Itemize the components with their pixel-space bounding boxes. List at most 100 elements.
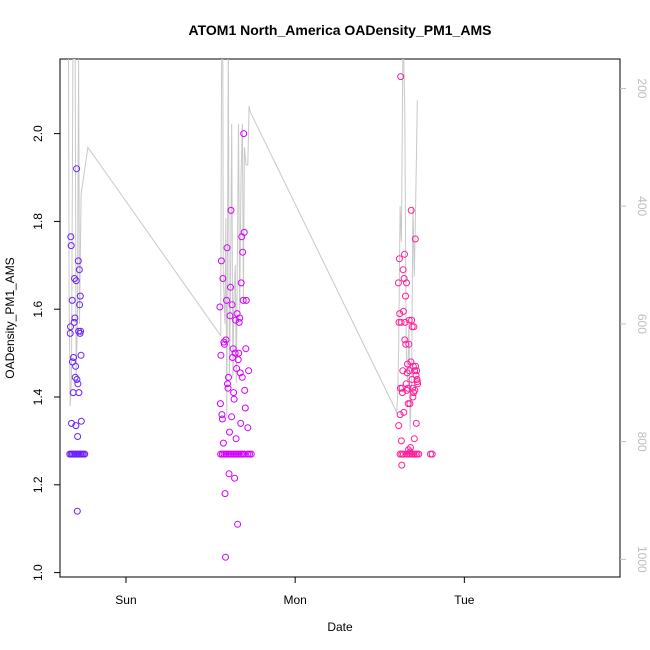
x-tick-label: Tue [454,593,475,607]
data-point [71,275,78,282]
data-point [231,474,239,482]
data-point [394,279,402,287]
data-point [400,408,408,416]
data-point [412,371,420,379]
data-point [70,354,77,361]
data-point [242,345,250,353]
x-tick-label: Mon [283,593,306,607]
data-point [405,446,412,454]
data-point [240,450,248,458]
data-point [397,318,405,326]
data-point [412,362,420,370]
data-point [76,301,84,309]
data-point [402,292,409,300]
data-point [413,367,421,375]
data-point [225,373,232,381]
data-point [404,384,412,392]
data-point [402,340,410,348]
data-point [219,275,227,282]
data-point [77,351,85,359]
x-axis-label: Date [327,620,353,634]
y2-tick-label: 400 [635,196,649,216]
data-point [67,242,75,250]
data-point [241,386,249,394]
data-point [77,327,85,335]
data-point [242,296,250,304]
data-point [74,380,82,388]
data-point [395,422,403,430]
data-point [237,279,245,287]
y-tick-label: 1.4 [31,388,45,405]
data-point [228,413,236,421]
data-point [406,448,414,456]
data-point [70,318,78,326]
y-tick-label: 2.0 [31,125,45,142]
data-point [402,380,410,388]
data-point [409,362,417,370]
data-point [229,345,237,353]
data-point [406,367,413,375]
data-point [397,73,405,81]
data-point [247,450,255,458]
data-point [226,428,233,436]
data-point [398,461,406,469]
data-point [239,296,247,304]
data-point [67,323,74,331]
y-tick-label: 1.6 [31,301,45,318]
data-point [81,450,89,458]
data-point [68,296,76,304]
data-point [235,349,243,357]
data-point [216,303,224,311]
data-point [226,312,234,320]
data-point [74,257,82,265]
data-point [411,367,419,375]
data-point [74,433,82,440]
data-point [216,400,224,408]
y2-axis: 200 400 600 800 1000 [620,78,649,573]
data-point [415,450,423,458]
data-point [405,316,413,324]
data-point [71,373,79,381]
data-point [230,389,238,397]
data-point [411,386,419,394]
data-point [230,395,238,403]
y-tick-label: 1.2 [31,476,45,493]
data-point [223,296,230,304]
y2-tick-label: 800 [635,432,649,452]
data-point [77,417,85,425]
data-point [396,310,404,318]
chart-title: ATOM1 North_America OADensity_PM1_AMS [189,22,492,38]
data-point [232,435,240,443]
data-point [409,393,417,401]
data-point [401,318,409,326]
data-point [223,244,231,252]
data-point [238,373,246,381]
data-point [225,470,233,478]
y-axis-label: OADensity_PM1_AMS [3,257,17,378]
data-point [403,369,411,377]
y-axis: 1.0 1.2 1.4 1.6 1.8 2.0 [31,125,60,581]
data-point [227,283,234,291]
data-point [414,380,422,388]
data-point [72,277,80,285]
data-points [66,73,436,561]
data-point [228,301,236,309]
data-point [236,314,244,322]
y-tick-label: 1.0 [31,564,45,581]
data-point [397,437,405,445]
data-point [428,450,436,458]
data-point [231,349,239,357]
data-point [401,336,409,344]
data-point [217,351,225,359]
data-point [66,329,74,337]
data-point [75,389,83,397]
data-point [222,553,229,561]
data-point [399,367,407,375]
data-point [76,292,84,300]
data-point [237,419,245,427]
data-point [227,206,235,214]
data-point [406,400,414,408]
data-point [68,419,75,427]
data-point [72,362,80,370]
data-point [73,165,81,173]
